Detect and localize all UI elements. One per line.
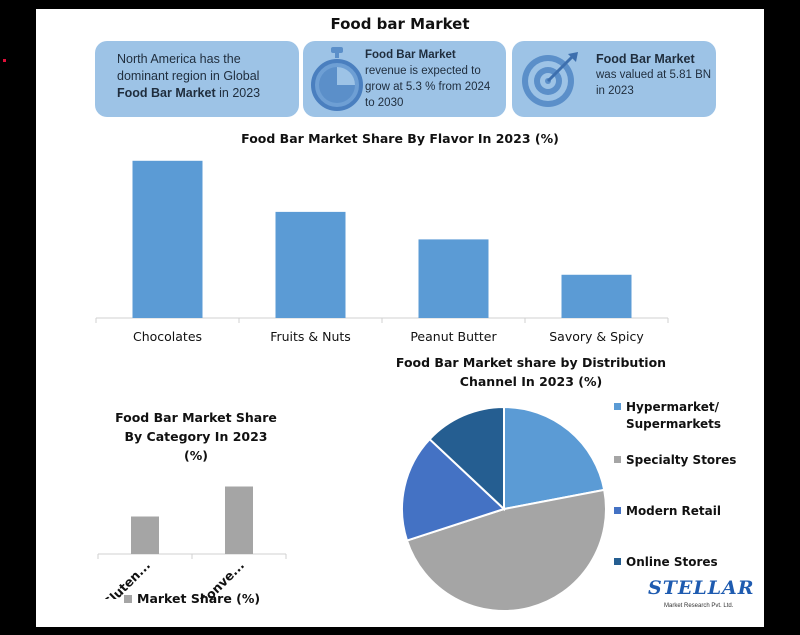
legend-swatch: [124, 595, 132, 603]
info-heading: Food Bar Market: [596, 52, 695, 66]
legend-label: Hypermarket/ Supermarkets: [626, 400, 722, 431]
info-body: was valued at 5.81 BN in 2023: [596, 69, 712, 97]
category-bar: [131, 516, 159, 554]
category-title-line: (%): [184, 448, 208, 463]
category-bar: [225, 486, 253, 554]
category-bar-chart: Gluten... Conve...: [97, 486, 287, 599]
flavor-tick-label: Savory & Spicy: [549, 329, 644, 344]
info-box-growth-text: Food Bar Market revenue is expected to g…: [365, 47, 503, 111]
pie-slice: [405, 488, 607, 612]
info-text-bold: Food Bar Market: [117, 86, 216, 100]
info-text-pre: North America has the dominant region in…: [117, 52, 260, 83]
distribution-pie-chart: [401, 405, 607, 612]
red-marker: [3, 59, 6, 62]
pie-slice: [428, 405, 505, 512]
pie-chart-title: Food Bar Market share by Distribution Ch…: [391, 353, 671, 391]
legend-label: Market Share (%): [137, 591, 261, 606]
flavor-bar: [275, 211, 346, 318]
legend-swatch: [614, 507, 621, 514]
flavor-bar: [418, 239, 489, 318]
flavor-bar: [132, 160, 203, 318]
logo-subtitle: Market Research Pvt. Ltd.: [664, 603, 734, 609]
info-box-region: North America has the dominant region in…: [95, 41, 299, 117]
flavor-chart-title: Food Bar Market Share By Flavor In 2023 …: [241, 131, 559, 146]
pie-slice: [401, 437, 506, 542]
page-title: Food bar Market: [330, 15, 470, 33]
flavor-tick-label: Chocolates: [133, 329, 202, 344]
infographic-panel: Food bar Market North America has the do…: [36, 9, 764, 627]
flavor-tick-label: Peanut Butter: [410, 329, 497, 344]
flavor-bar-chart: Chocolates Fruits & Nuts Peanut Butter Savo…: [95, 160, 669, 344]
category-title-line: By Category In 2023: [124, 429, 268, 444]
legend-swatch: [614, 403, 621, 410]
legend-label: Modern Retail: [626, 504, 721, 518]
info-body: revenue is expected to grow at 5.3 % fro…: [365, 65, 491, 109]
logo-text: STELLAR: [648, 577, 755, 599]
stopwatch-icon: [311, 47, 363, 111]
info-box-value-text: Food Bar Market was valued at 5.81 BN in…: [596, 51, 714, 99]
flavor-bar: [561, 274, 632, 318]
info-box-growth: Food Bar Market revenue is expected to g…: [303, 41, 506, 117]
legend-label: Specialty Stores: [626, 453, 737, 467]
target-icon: [522, 52, 578, 107]
category-legend: Market Share (%): [124, 591, 260, 606]
legend-swatch: [614, 456, 621, 463]
stellar-logo: STELLAR Market Research Pvt. Ltd.: [648, 577, 758, 621]
info-heading: Food Bar Market: [365, 49, 456, 61]
legend-label: Online Stores: [626, 555, 718, 569]
info-box-value: Food Bar Market was valued at 5.81 BN in…: [512, 41, 716, 117]
flavor-tick-label: Fruits & Nuts: [270, 329, 351, 344]
info-box-region-text: North America has the dominant region in…: [117, 51, 292, 102]
category-title-line: Food Bar Market Share: [115, 410, 277, 425]
pie-slice: [503, 405, 606, 511]
pie-title-line: Food Bar Market share by Distribution: [395, 355, 667, 370]
category-chart-title: Food Bar Market Share By Category In 202…: [106, 408, 286, 465]
legend-swatch: [614, 558, 621, 565]
info-text-post: in 2023: [215, 86, 261, 100]
pie-title-line: Channel In 2023 (%): [459, 374, 603, 389]
